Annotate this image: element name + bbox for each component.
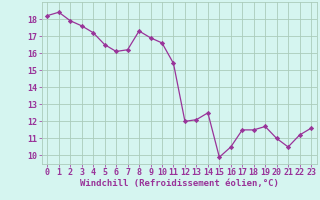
X-axis label: Windchill (Refroidissement éolien,°C): Windchill (Refroidissement éolien,°C) — [80, 179, 279, 188]
